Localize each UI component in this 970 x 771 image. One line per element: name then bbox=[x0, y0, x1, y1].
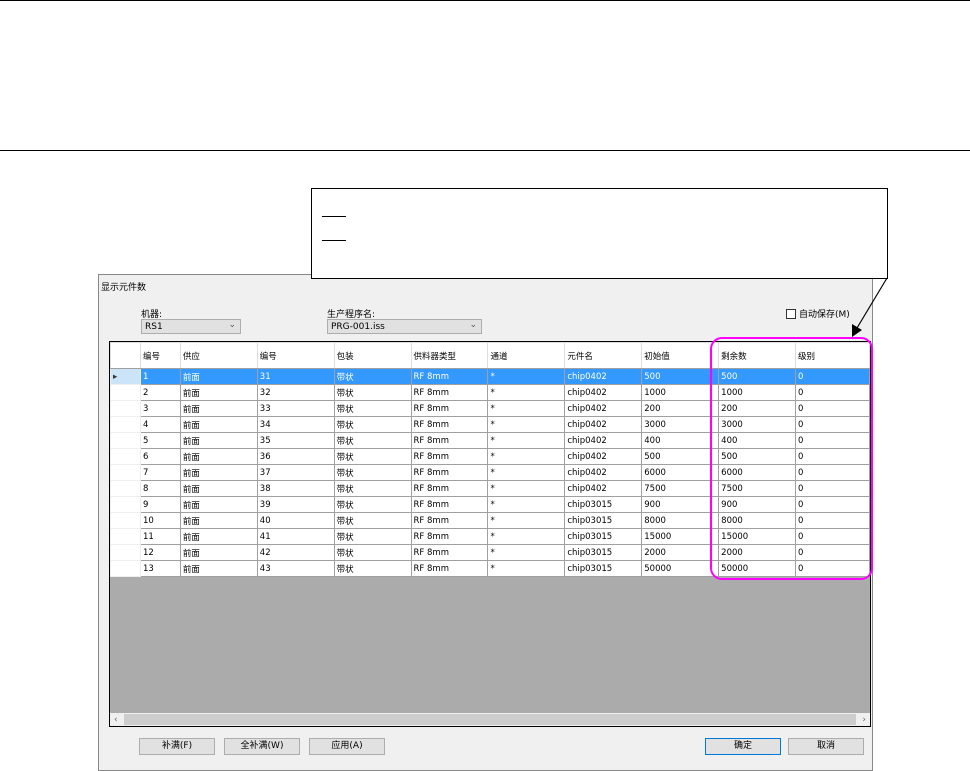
checkbox-box[interactable] bbox=[786, 308, 796, 319]
program-label: 生产程序名: bbox=[327, 310, 376, 320]
fill-all-button[interactable]: 全补满(W) bbox=[224, 738, 300, 755]
callout-line bbox=[322, 240, 346, 241]
ok-button[interactable]: 确定 bbox=[705, 738, 781, 755]
table-cell[interactable]: 500 bbox=[641, 368, 720, 385]
row-header[interactable] bbox=[110, 400, 141, 417]
table-row[interactable]: 9 前面 39 带状 RF 8mm * chip03015 900 900 0 bbox=[110, 496, 870, 513]
machine-value: RS1 bbox=[145, 322, 163, 332]
table-cell[interactable]: 0 bbox=[795, 416, 870, 433]
column-header[interactable]: 剩余数 bbox=[718, 342, 797, 369]
column-header[interactable]: 初始值 bbox=[641, 342, 720, 369]
scroll-right-icon[interactable]: › bbox=[862, 714, 866, 725]
program-select[interactable]: PRG-001.iss ⌄ bbox=[327, 319, 482, 334]
autosave-checkbox[interactable]: 自动保存(M) bbox=[786, 307, 850, 320]
table-cell[interactable]: RF 8mm bbox=[410, 560, 489, 577]
component-table: 编号 供应 编号 包装 供料器类型 通道 元件名 初始值 剩余数 级别 ▸ 1 前面 31 带状 RF 8m… bbox=[110, 342, 870, 577]
table-cell[interactable]: 500 bbox=[718, 368, 797, 385]
chevron-down-icon: ⌄ bbox=[228, 320, 236, 330]
machine-label: 机器: bbox=[141, 310, 163, 320]
table-cell[interactable]: chip0402 bbox=[564, 368, 643, 385]
table-row[interactable]: 4 前面 34 带状 RF 8mm * chip0402 3000 3000 0 bbox=[110, 416, 870, 433]
row-header[interactable] bbox=[110, 416, 141, 433]
table-cell[interactable]: 43 bbox=[256, 560, 335, 577]
column-header[interactable]: 级别 bbox=[795, 342, 870, 369]
remaining-count-highlight bbox=[710, 337, 873, 580]
column-header[interactable]: 供料器类型 bbox=[410, 342, 489, 369]
program-value: PRG-001.iss bbox=[331, 322, 385, 332]
column-header[interactable]: 元件名 bbox=[564, 342, 643, 369]
table-cell[interactable]: 4 bbox=[139, 416, 181, 433]
row-header[interactable] bbox=[110, 448, 141, 465]
section-rule bbox=[0, 150, 970, 151]
callout-line bbox=[322, 216, 346, 217]
apply-button[interactable]: 应用(A) bbox=[309, 738, 385, 755]
table-cell[interactable]: RF 8mm bbox=[410, 368, 489, 385]
display-component-count-dialog: 显示元件数 机器: RS1 ⌄ 生产程序名: PRG-001.iss ⌄ 自动保… bbox=[98, 274, 873, 771]
table-cell[interactable]: 前面 bbox=[179, 368, 258, 385]
current-row-icon[interactable]: ▸ bbox=[110, 368, 141, 385]
column-header[interactable]: 编号 bbox=[256, 342, 335, 369]
scrollbar-thumb[interactable] bbox=[124, 714, 856, 725]
row-header[interactable] bbox=[110, 512, 141, 529]
column-header[interactable]: 包装 bbox=[333, 342, 412, 369]
row-header-corner bbox=[110, 342, 141, 369]
scroll-left-icon[interactable]: ‹ bbox=[114, 714, 118, 725]
table-cell[interactable]: * bbox=[487, 368, 566, 385]
chevron-down-icon: ⌄ bbox=[469, 320, 477, 330]
component-grid[interactable]: 编号 供应 编号 包装 供料器类型 通道 元件名 初始值 剩余数 级别 ▸ 1 前面 31 带状 RF 8m… bbox=[109, 341, 871, 727]
top-rule bbox=[0, 0, 970, 1]
callout-box bbox=[311, 188, 888, 279]
row-header[interactable] bbox=[110, 480, 141, 497]
table-cell[interactable]: 0 bbox=[795, 368, 870, 385]
cancel-button[interactable]: 取消 bbox=[788, 738, 864, 755]
table-row[interactable]: 2 前面 32 带状 RF 8mm * chip0402 1000 1000 0 bbox=[110, 384, 870, 401]
table-cell[interactable]: chip03015 bbox=[564, 560, 643, 577]
machine-select[interactable]: RS1 ⌄ bbox=[141, 319, 241, 334]
table-row[interactable]: 13 前面 43 带状 RF 8mm * chip03015 50000 50000 0 bbox=[110, 560, 870, 577]
fill-button[interactable]: 补满(F) bbox=[139, 738, 215, 755]
horizontal-scrollbar[interactable]: ‹ › bbox=[110, 713, 870, 726]
dialog-title: 显示元件数 bbox=[101, 283, 147, 293]
table-cell[interactable]: 12 bbox=[139, 544, 181, 561]
autosave-label: 自动保存(M) bbox=[799, 310, 850, 320]
table-cell[interactable]: 13 bbox=[139, 560, 181, 577]
row-header[interactable] bbox=[110, 464, 141, 481]
row-header[interactable] bbox=[110, 432, 141, 449]
column-header[interactable]: 供应 bbox=[179, 342, 258, 369]
